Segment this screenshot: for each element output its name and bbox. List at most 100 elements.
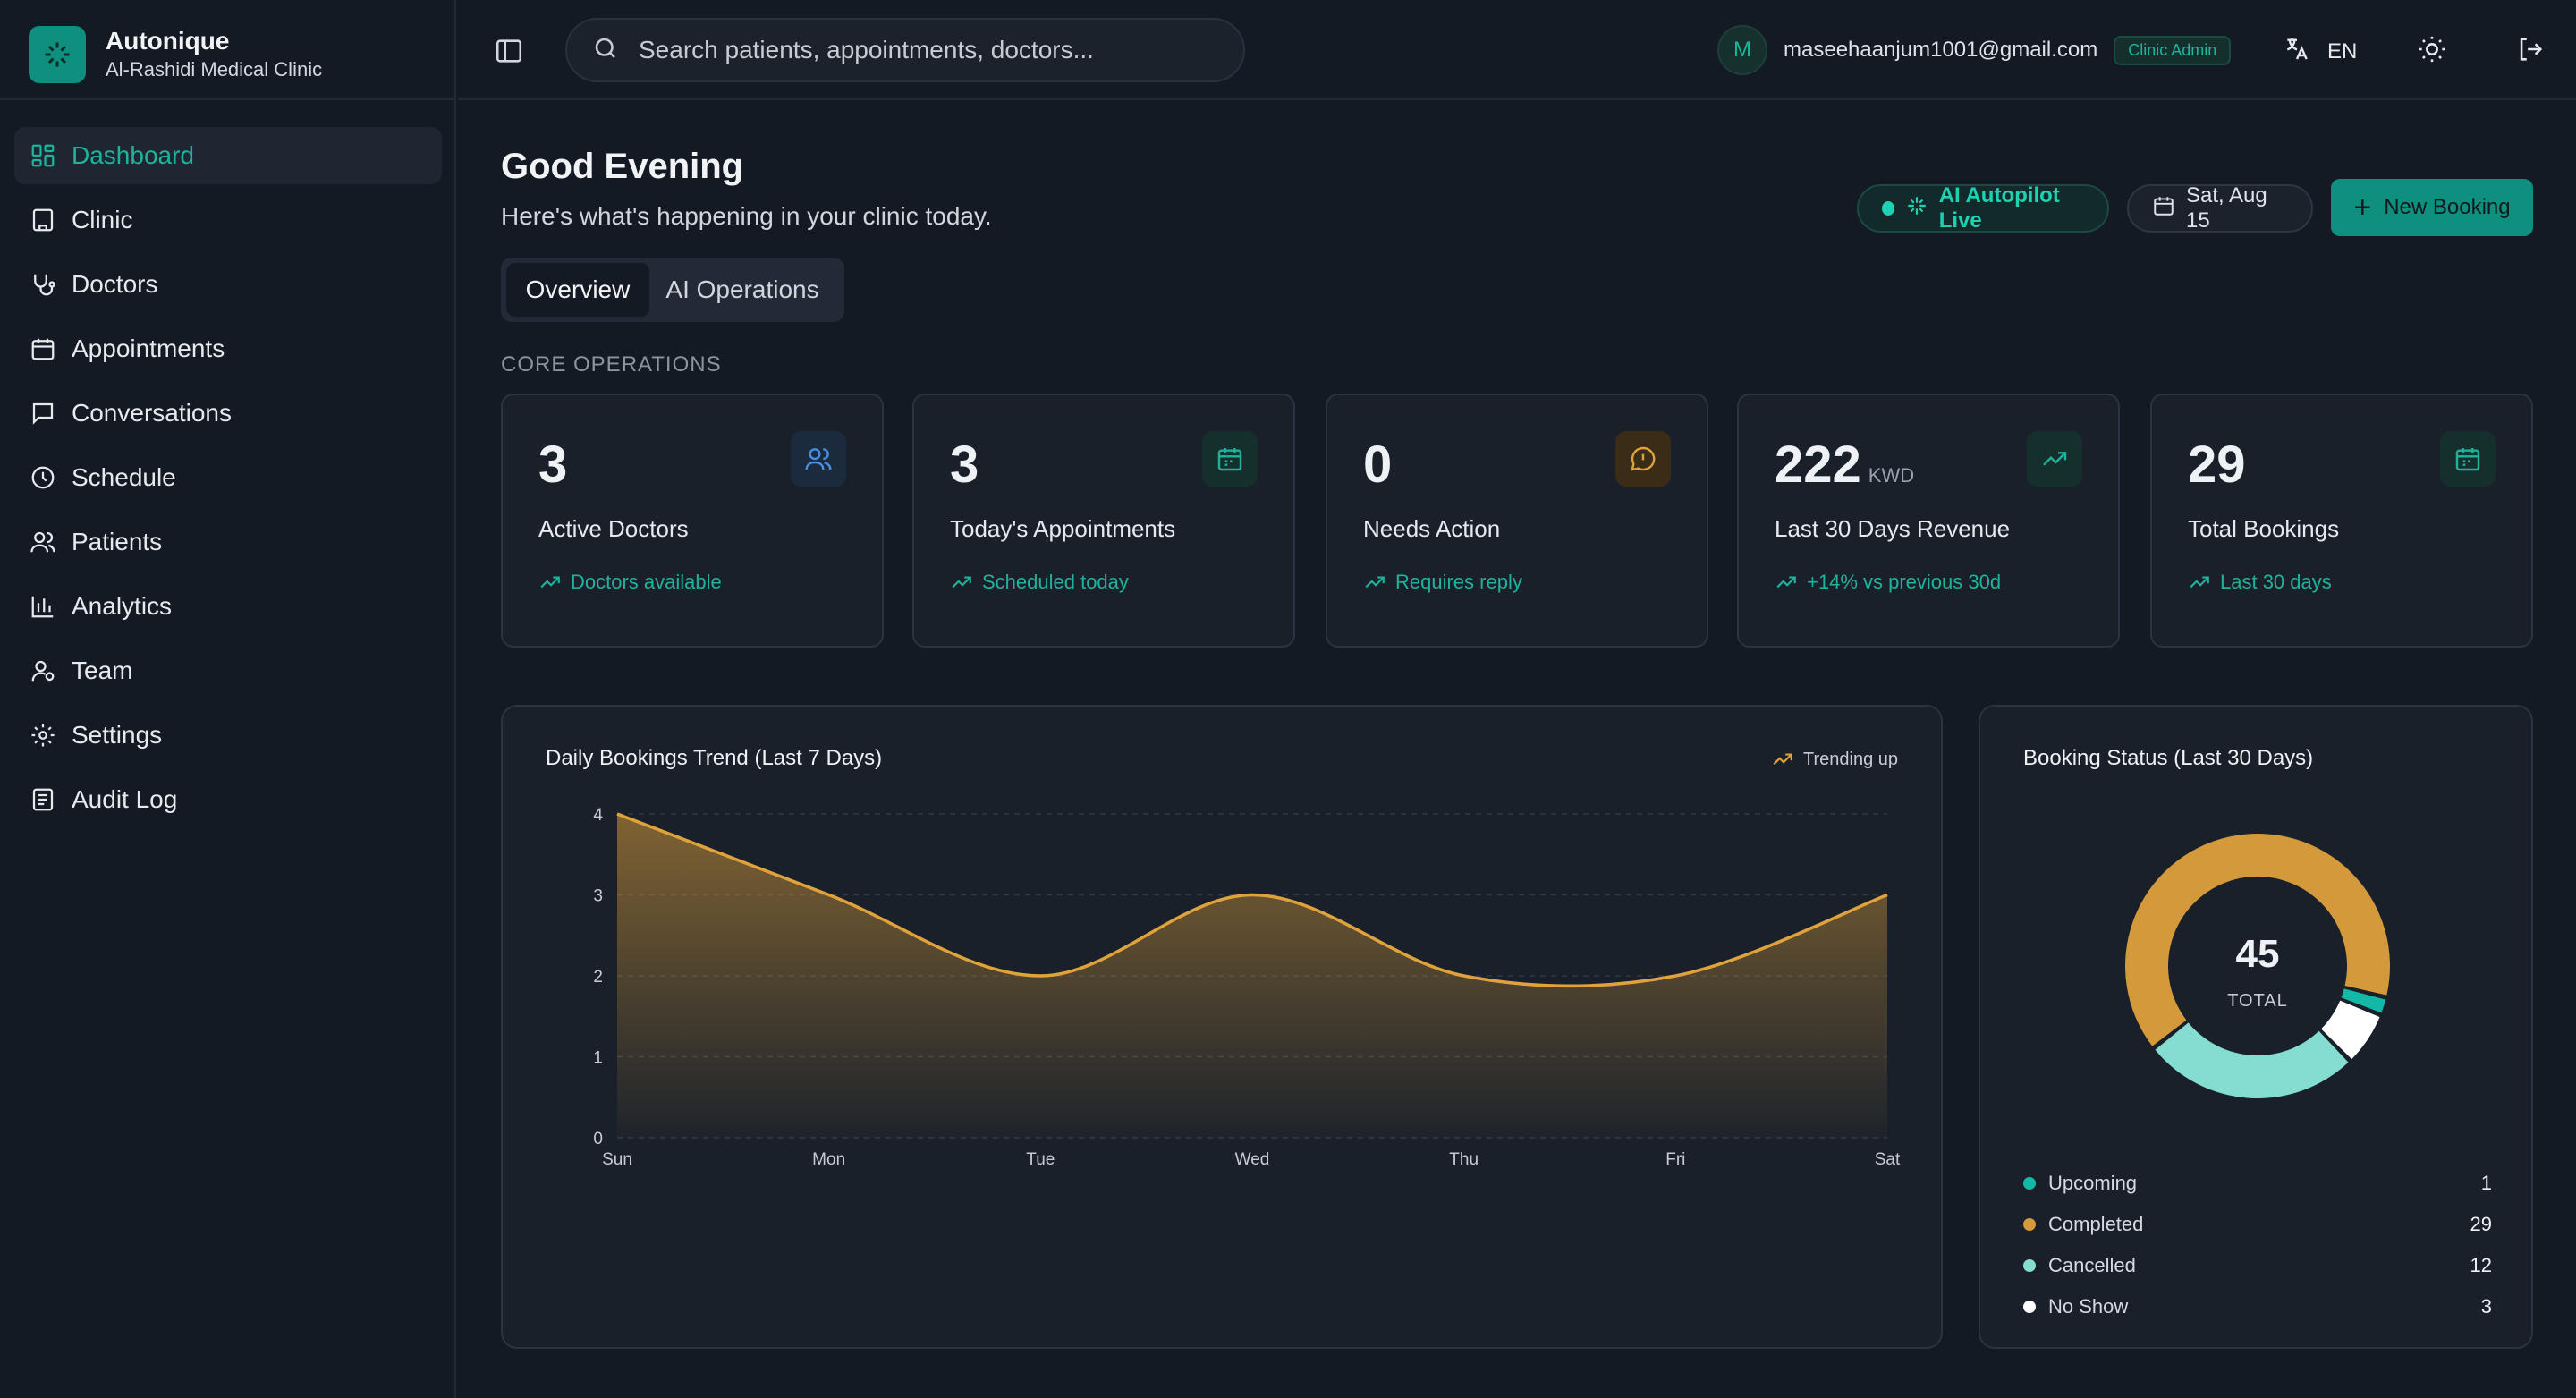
- legend-item[interactable]: Upcoming 1: [2023, 1163, 2492, 1204]
- trending-up-icon: [2027, 431, 2082, 487]
- donut-slice-cancelled[interactable]: [2155, 1022, 2349, 1098]
- user-email: maseehaanjum1001@gmail.com: [1784, 38, 2098, 62]
- booking-status-chart-card: Booking Status (Last 30 Days) 45 TOTAL U…: [1979, 705, 2533, 1349]
- donut-slice-no-show[interactable]: [2321, 1000, 2380, 1060]
- legend-dot: [2023, 1218, 2036, 1231]
- stat-note: Scheduled today: [950, 571, 1129, 594]
- stat-card-todays-appointments[interactable]: 3 Today's Appointments Scheduled today: [912, 394, 1295, 648]
- sidebar-item-dashboard[interactable]: Dashboard: [14, 127, 442, 184]
- data-point[interactable]: [1462, 973, 1467, 979]
- sidebar-item-label: Doctors: [72, 270, 158, 298]
- search-bar[interactable]: [565, 18, 1245, 82]
- page-title: Good Evening: [501, 147, 744, 186]
- date-picker[interactable]: Sat, Aug 15: [2127, 183, 2313, 233]
- user-cog-icon: [29, 657, 57, 685]
- legend-dot: [2023, 1259, 2036, 1272]
- trending-up-icon: [1365, 576, 1385, 589]
- x-tick-label: Wed: [1235, 1150, 1270, 1169]
- legend-count: 3: [2480, 1295, 2492, 1318]
- stat-note: Requires reply: [1363, 571, 1522, 594]
- page-subtitle: Here's what's happening in your clinic t…: [501, 202, 992, 230]
- data-point[interactable]: [826, 893, 832, 898]
- data-point[interactable]: [1673, 973, 1678, 979]
- sidebar-item-conversations[interactable]: Conversations: [14, 385, 442, 442]
- avatar[interactable]: M: [1717, 25, 1767, 75]
- y-tick-label: 4: [593, 806, 603, 825]
- calendar-icon: [29, 335, 57, 363]
- legend-dot: [2023, 1177, 2036, 1190]
- user-menu[interactable]: M maseehaanjum1001@gmail.com Clinic Admi…: [1717, 23, 2232, 77]
- legend-count: 12: [2470, 1254, 2492, 1276]
- sidebar-item-label: Dashboard: [72, 141, 194, 169]
- calendar-icon: [2152, 194, 2186, 224]
- sun-icon[interactable]: [2417, 34, 2447, 64]
- daily-bookings-area-chart[interactable]: 0 1 2 3 4 Sun Mon Tue Wed Thu Fri Sat: [503, 707, 1945, 1351]
- stat-note: Doctors available: [538, 571, 722, 594]
- sidebar-item-patients[interactable]: Patients: [14, 513, 442, 571]
- stat-label: Active Doctors: [538, 515, 689, 542]
- trending-up-icon: [952, 576, 971, 589]
- audit-log-icon: [29, 785, 57, 814]
- currency-unit: KWD: [1868, 464, 1915, 487]
- data-point[interactable]: [1885, 893, 1890, 898]
- legend-item[interactable]: Completed 29: [2023, 1204, 2492, 1245]
- sidebar-item-label: Clinic: [72, 206, 133, 233]
- role-badge: Clinic Admin: [2114, 35, 2232, 65]
- tab-ai-operations[interactable]: AI Operations: [665, 275, 819, 303]
- legend-item[interactable]: Cancelled 12: [2023, 1245, 2492, 1286]
- data-point[interactable]: [1038, 973, 1043, 979]
- x-tick-label: Tue: [1026, 1150, 1055, 1169]
- sidebar-item-team[interactable]: Team: [14, 642, 442, 699]
- brand[interactable]: Autonique Al-Rashidi Medical Clinic: [29, 25, 322, 84]
- ai-autopilot-badge[interactable]: AI Autopilot Live: [1857, 183, 2109, 233]
- sidebar-item-settings[interactable]: Settings: [14, 707, 442, 764]
- sidebar-item-clinic[interactable]: Clinic: [14, 191, 442, 249]
- legend-item[interactable]: No Show 3: [2023, 1286, 2492, 1327]
- brand-name: Autonique: [106, 27, 230, 55]
- stat-card-total-bookings[interactable]: 29 Total Bookings Last 30 days: [2150, 394, 2533, 648]
- sidebar-item-schedule[interactable]: Schedule: [14, 449, 442, 506]
- stat-note: Last 30 days: [2188, 571, 2332, 594]
- stat-label: Today's Appointments: [950, 515, 1176, 542]
- sidebar-item-audit-log[interactable]: Audit Log: [14, 771, 442, 828]
- stat-label: Needs Action: [1363, 515, 1501, 542]
- trending-up-icon: [2190, 576, 2209, 589]
- stat-card-needs-action[interactable]: 0 Needs Action Requires reply: [1326, 394, 1708, 648]
- sidebar-item-analytics[interactable]: Analytics: [14, 578, 442, 635]
- x-tick-label: Sat: [1875, 1150, 1901, 1169]
- sidebar-item-label: Audit Log: [72, 785, 178, 813]
- donut-slice-upcoming[interactable]: [2341, 988, 2386, 1013]
- trend-line: [616, 812, 1888, 988]
- alert-message-icon: [1615, 431, 1671, 487]
- date-label: Sat, Aug 15: [2186, 183, 2267, 233]
- stethoscope-icon: [29, 270, 57, 299]
- dashboard-icon: [29, 141, 57, 170]
- data-point[interactable]: [614, 811, 620, 817]
- live-status-dot: [1882, 201, 1894, 216]
- users-icon: [29, 528, 57, 556]
- new-booking-button[interactable]: + New Booking: [2331, 179, 2533, 236]
- language-label: EN: [2327, 38, 2358, 64]
- stat-card-revenue[interactable]: 222 KWD Last 30 Days Revenue +14% vs prev…: [1737, 394, 2120, 648]
- legend-dot: [2023, 1301, 2036, 1313]
- stat-card-active-doctors[interactable]: 3 Active Doctors Doctors available: [501, 394, 884, 648]
- y-tick-label: 2: [593, 968, 603, 987]
- view-tabs: Overview AI Operations: [501, 258, 844, 322]
- chart-title: Daily Bookings Trend (Last 7 Days): [546, 746, 883, 770]
- users-icon: [791, 431, 846, 487]
- search-input[interactable]: [639, 36, 1211, 64]
- sidebar-item-appointments[interactable]: Appointments: [14, 320, 442, 377]
- sparkle-icon: [1905, 194, 1939, 224]
- sidebar-toggle-icon[interactable]: [494, 36, 524, 66]
- donut-slice-completed[interactable]: [2125, 834, 2390, 1046]
- booking-status-donut[interactable]: [2123, 832, 2392, 1100]
- logout-icon[interactable]: [2515, 34, 2546, 64]
- tab-overview[interactable]: Overview: [506, 263, 649, 317]
- sidebar-item-label: Appointments: [72, 335, 225, 362]
- sidebar-item-label: Conversations: [72, 399, 232, 427]
- language-switcher[interactable]: EN: [2283, 34, 2357, 69]
- data-point[interactable]: [1250, 893, 1255, 898]
- gear-icon: [29, 721, 57, 750]
- sidebar-item-doctors[interactable]: Doctors: [14, 256, 442, 313]
- stat-note: +14% vs previous 30d: [1775, 571, 2001, 594]
